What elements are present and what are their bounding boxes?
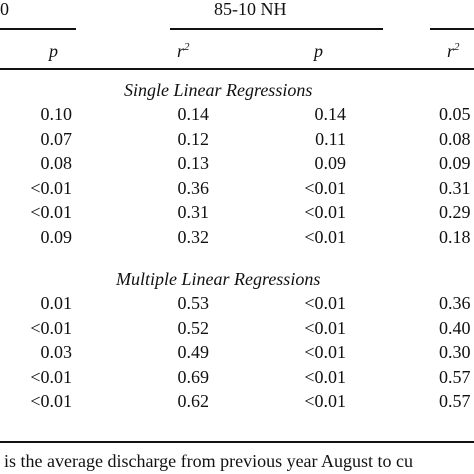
header-rule-left bbox=[0, 28, 76, 30]
left-group-header-fragment: 0 bbox=[0, 0, 9, 19]
table-cell: 0.09 bbox=[40, 226, 73, 247]
header-rule-group bbox=[170, 28, 383, 30]
table-cell: 0.09 bbox=[439, 153, 471, 173]
table-cell: 0.36 bbox=[177, 177, 210, 198]
table-cell: 0.14 bbox=[314, 104, 347, 124]
table-cell: <0.01 bbox=[30, 391, 72, 411]
table-cell: <0.01 bbox=[30, 366, 72, 387]
table-cell: 0.62 bbox=[177, 391, 210, 411]
table-bottom-rule bbox=[0, 441, 474, 443]
table-cell: 0.14 bbox=[177, 104, 210, 124]
table-cell: 0.13 bbox=[177, 153, 210, 173]
footnote-text: is the average discharge from previous y… bbox=[4, 451, 414, 471]
table-cell: 0.03 bbox=[40, 342, 73, 362]
table-cell: <0.01 bbox=[304, 293, 346, 313]
section-title-multiple: Multiple Linear Regressions bbox=[116, 269, 321, 289]
table-cell: 0.18 bbox=[439, 226, 471, 247]
table-cell: 0.57 bbox=[439, 391, 471, 411]
table-cell: <0.01 bbox=[30, 177, 72, 198]
col-header-r2-2: r2 bbox=[447, 41, 460, 61]
col-header-r2-1: r2 bbox=[177, 41, 190, 61]
table-cell: 0.32 bbox=[177, 226, 210, 247]
column-header-rule bbox=[0, 68, 474, 70]
table-cell: 0.08 bbox=[40, 153, 73, 173]
table-cell: <0.01 bbox=[304, 226, 346, 247]
table-cell: 0.12 bbox=[177, 128, 210, 149]
group-header-85-10-nh: 85-10 NH bbox=[214, 0, 287, 19]
table-cell: 0.01 bbox=[40, 293, 73, 313]
table-cell: 0.31 bbox=[177, 202, 210, 222]
table-cell: <0.01 bbox=[304, 342, 346, 362]
table-cell: 0.31 bbox=[439, 177, 471, 198]
table-cell: 0.09 bbox=[314, 153, 347, 173]
table-cell: <0.01 bbox=[30, 202, 72, 222]
section-title-single: Single Linear Regressions bbox=[124, 80, 313, 100]
table-cell: <0.01 bbox=[304, 391, 346, 411]
table-cell: 0.53 bbox=[177, 293, 210, 313]
table-cell: 0.05 bbox=[439, 104, 471, 124]
table-cell: <0.01 bbox=[304, 177, 346, 198]
table-cell: <0.01 bbox=[30, 317, 72, 338]
table-cell: 0.08 bbox=[439, 128, 471, 149]
table-cell: 0.40 bbox=[439, 317, 471, 338]
table-cell: 0.52 bbox=[177, 317, 210, 338]
table-cell: 0.57 bbox=[439, 366, 471, 387]
table-cell: 0.11 bbox=[315, 128, 346, 149]
col-header-p-2: p bbox=[314, 41, 323, 61]
header-rule-right bbox=[430, 28, 474, 30]
table-cell: <0.01 bbox=[304, 202, 346, 222]
table-cell: <0.01 bbox=[304, 366, 346, 387]
table-cell: 0.30 bbox=[439, 342, 471, 362]
table-cell: 0.49 bbox=[177, 342, 210, 362]
table-cell: 0.36 bbox=[439, 293, 471, 313]
table-cell: 0.07 bbox=[40, 128, 73, 149]
col-header-p-1: p bbox=[49, 41, 58, 61]
table-cell: <0.01 bbox=[304, 317, 346, 338]
table-cell: 0.10 bbox=[40, 104, 73, 124]
table-cell: 0.29 bbox=[439, 202, 471, 222]
table-cell: 0.69 bbox=[177, 366, 210, 387]
